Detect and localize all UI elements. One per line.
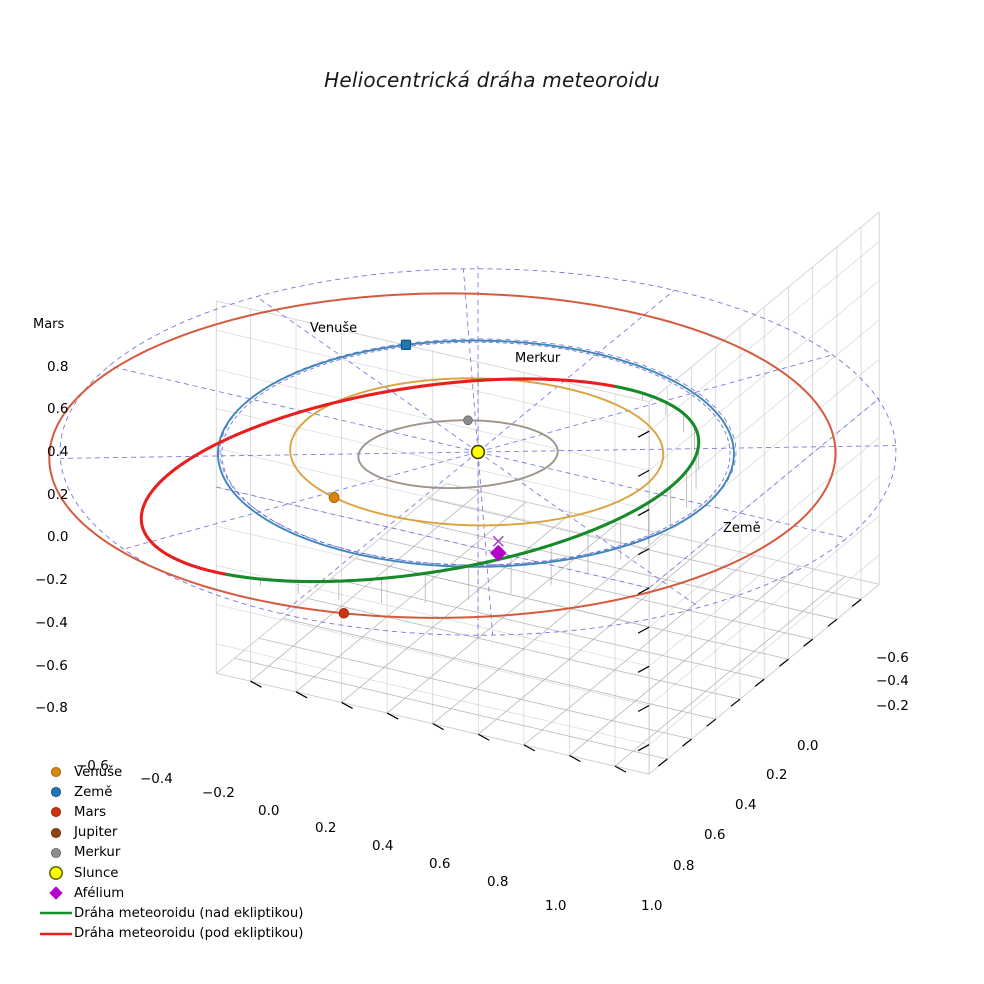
legend-item-6[interactable]: Afélium: [38, 883, 308, 903]
legend-item-label: Země: [74, 784, 113, 800]
tick-label-z_axis_left-4: 0.0: [47, 529, 69, 545]
tick-label-y_axis_right-1: −0.4: [876, 673, 909, 689]
planet-orbits: [48, 292, 837, 619]
tick-label-x_axis_bottom-7: 0.8: [487, 874, 509, 890]
tick-label-x_axis_bottom-8: 1.0: [545, 898, 567, 914]
legend-item-8[interactable]: Dráha meteoroidu (pod ekliptikou): [38, 924, 308, 944]
tick-label-y_axis_right-8: 1.0: [641, 898, 663, 914]
legend-item-label: Mars: [74, 804, 107, 820]
legend-marker-icon: [38, 863, 74, 883]
legend-marker-icon: [38, 903, 74, 923]
legend-item-4[interactable]: Merkur: [38, 843, 308, 863]
tick-label-z_axis_left-0: 0.8: [47, 359, 69, 375]
meteoroid-orbit: [139, 377, 701, 584]
tick-label-x_axis_bottom-1: −0.4: [140, 771, 173, 787]
legend-marker-icon: [38, 762, 74, 782]
tick-label-y_axis_right-5: 0.4: [735, 797, 757, 813]
legend-item-1[interactable]: Země: [38, 782, 308, 802]
legend-item-7[interactable]: Dráha meteoroidu (nad ekliptikou): [38, 903, 308, 923]
annotation-merkur: Merkur: [515, 351, 561, 366]
legend-item-label: Merkur: [74, 845, 121, 861]
legend-marker-icon: [38, 924, 74, 944]
tick-label-x_axis_bottom-2: −0.2: [202, 785, 235, 801]
tick-label-x_axis_bottom-4: 0.2: [315, 820, 337, 836]
axis-ticks: [250, 430, 862, 773]
tick-label-y_axis_right-7: 0.8: [673, 858, 695, 874]
annotation-venuše: Venuše: [310, 321, 358, 336]
tick-label-y_axis_right-4: 0.2: [766, 767, 788, 783]
legend-item-label: Dráha meteoroidu (nad ekliptikou): [74, 905, 304, 921]
legend-marker-icon: [38, 802, 74, 822]
legend-marker-icon: [38, 843, 74, 863]
legend-marker-icon: [38, 883, 74, 903]
tick-label-x_axis_bottom-3: 0.0: [258, 803, 280, 819]
tick-label-x_axis_bottom-6: 0.6: [429, 856, 451, 872]
tick-label-y_axis_right-0: −0.6: [876, 650, 909, 666]
legend-item-2[interactable]: Mars: [38, 802, 308, 822]
tick-label-x_axis_bottom-5: 0.4: [372, 838, 394, 854]
legend-item-label: Venuše: [74, 764, 123, 780]
tick-label-z_axis_left-8: −0.8: [35, 700, 68, 716]
legend-item-3[interactable]: Jupiter: [38, 823, 308, 843]
tick-label-x_axis_bottom-0: −0.6: [76, 758, 109, 774]
legend-item-0[interactable]: Venuše: [38, 762, 308, 782]
legend-item-label: Dráha meteoroidu (pod ekliptikou): [74, 926, 304, 942]
tick-label-z_axis_left-1: 0.6: [47, 401, 69, 417]
tick-label-y_axis_right-3: 0.0: [797, 738, 819, 754]
tick-label-y_axis_right-2: −0.2: [876, 698, 909, 714]
tick-label-z_axis_left-5: −0.2: [35, 572, 68, 588]
body-markers: [328, 339, 507, 619]
tick-label-y_axis_right-6: 0.6: [704, 827, 726, 843]
legend-item-label: Jupiter: [74, 825, 118, 841]
reference-lines: [59, 265, 897, 639]
tick-label-z_axis_left-3: 0.2: [47, 487, 69, 503]
grid-lines: [215, 211, 880, 775]
annotation-mars: Mars: [33, 317, 65, 332]
tick-label-z_axis_left-6: −0.4: [35, 615, 68, 631]
legend: Venuše Země Mars Jupiter Merkur Slunce Afélium…: [38, 762, 308, 944]
tick-label-z_axis_left-2: 0.4: [47, 444, 69, 460]
legend-item-5[interactable]: Slunce: [38, 863, 308, 883]
legend-item-label: Afélium: [74, 885, 125, 901]
legend-item-label: Slunce: [74, 865, 119, 881]
legend-marker-icon: [38, 823, 74, 843]
annotation-země: Země: [723, 521, 761, 536]
page-title: Heliocentrická dráha meteoroidu: [324, 68, 660, 92]
tick-label-z_axis_left-7: −0.6: [35, 658, 68, 674]
legend-marker-icon: [38, 782, 74, 802]
